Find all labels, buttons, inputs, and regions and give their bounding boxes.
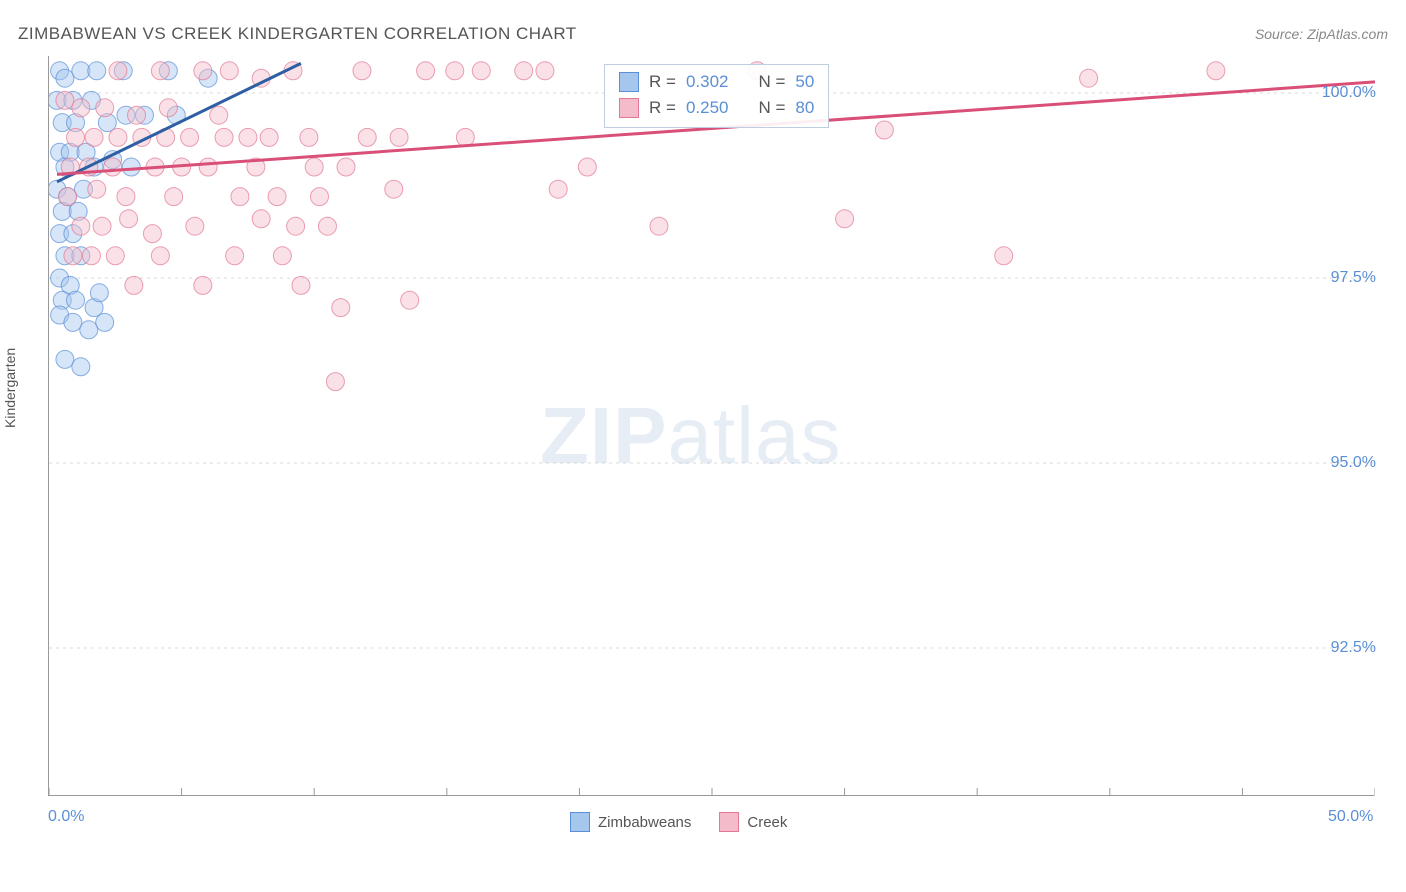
legend-swatch-1 (570, 812, 590, 832)
chart-header: ZIMBABWEAN VS CREEK KINDERGARTEN CORRELA… (18, 24, 1388, 44)
legend-swatch-2 (719, 812, 739, 832)
chart-title: ZIMBABWEAN VS CREEK KINDERGARTEN CORRELA… (18, 24, 577, 44)
legend-label-2: Creek (747, 814, 787, 831)
scatter-chart (49, 56, 1375, 796)
stats-legend: R = 0.302 N = 50 R = 0.250 N = 80 (604, 64, 829, 128)
n-label-2: N = (758, 95, 785, 121)
xtick-label: 50.0% (1328, 808, 1373, 826)
legend-item-2: Creek (719, 812, 787, 832)
xtick-label: 0.0% (48, 808, 84, 826)
n-value-2: 80 (795, 95, 814, 121)
chart-source: Source: ZipAtlas.com (1255, 26, 1388, 42)
bottom-legend: Zimbabweans Creek (570, 812, 787, 832)
n-label: N = (758, 69, 785, 95)
ytick-label: 92.5% (1331, 639, 1376, 657)
stats-swatch-2 (619, 98, 639, 118)
r-value-1: 0.302 (686, 69, 729, 95)
n-value-1: 50 (795, 69, 814, 95)
stats-row-2: R = 0.250 N = 80 (619, 95, 814, 121)
y-axis-label: Kindergarten (2, 348, 18, 428)
legend-label-1: Zimbabweans (598, 814, 691, 831)
ytick-label: 95.0% (1331, 454, 1376, 472)
plot-area (48, 56, 1374, 796)
ytick-label: 97.5% (1331, 269, 1376, 287)
r-label-2: R = (649, 95, 676, 121)
legend-item-1: Zimbabweans (570, 812, 691, 832)
ytick-label: 100.0% (1322, 84, 1376, 102)
stats-swatch-1 (619, 72, 639, 92)
stats-row-1: R = 0.302 N = 50 (619, 69, 814, 95)
r-value-2: 0.250 (686, 95, 729, 121)
r-label: R = (649, 69, 676, 95)
